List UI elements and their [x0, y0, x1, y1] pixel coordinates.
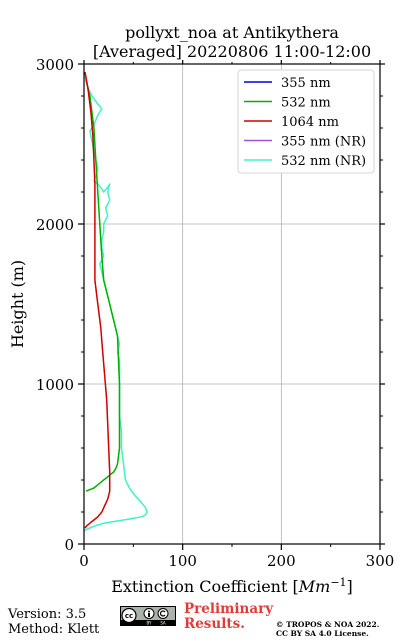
legend-label: 1064 nm	[281, 115, 339, 130]
y-tick-labels: 0 1000 2000 3000	[36, 56, 74, 554]
series-line-532-nm	[85, 79, 121, 492]
method-text: Method: Klett	[8, 622, 100, 637]
x-axis-label: Extinction Coefficient [Mm−1]	[111, 576, 353, 596]
axis-ticks	[78, 60, 385, 550]
chart-title-line2: [Averaged] 20220806 11:00-12:00	[92, 42, 372, 61]
legend: 355 nm 532 nm 1064 nm 355 nm (NR) 532 nm (NR…	[237, 69, 375, 174]
chart-title-line1: pollyxt_noa at Antikythera	[125, 23, 339, 42]
x-tick-label: 0	[79, 552, 89, 570]
series-line-1064-nm	[84, 71, 111, 529]
x-tick-label: 200	[267, 552, 296, 570]
legend-label: 355 nm (NR)	[281, 135, 366, 150]
version-text: Version: 3.5	[8, 607, 87, 622]
legend-label: 532 nm	[281, 96, 331, 111]
preliminary-notice-line1: Preliminary	[184, 601, 274, 617]
y-tick-label: 1000	[36, 376, 74, 394]
copyright-line1: © TROPOS & NOA 2022.	[276, 620, 380, 629]
preliminary-notice-line2: Results.	[184, 616, 245, 632]
svg-text:cc: cc	[125, 612, 133, 620]
legend-label: 355 nm	[281, 76, 331, 91]
series-lines	[83, 71, 148, 532]
cc-by-sa-logo: cc BY SA	[120, 606, 176, 626]
x-tick-labels: 0 100 200 300	[79, 552, 394, 570]
svg-text:SA: SA	[160, 621, 166, 626]
legend-label: 532 nm (NR)	[281, 154, 366, 169]
x-tick-label: 100	[168, 552, 197, 570]
y-axis-label: Height (m)	[8, 260, 27, 348]
x-tick-label: 300	[366, 552, 395, 570]
legend-box	[237, 69, 375, 174]
y-tick-label: 0	[64, 536, 74, 554]
y-tick-label: 3000	[36, 56, 74, 74]
svg-text:BY: BY	[147, 621, 153, 626]
copyright-line2: CC BY SA 4.0 License.	[276, 629, 369, 638]
y-tick-label: 2000	[36, 216, 74, 234]
